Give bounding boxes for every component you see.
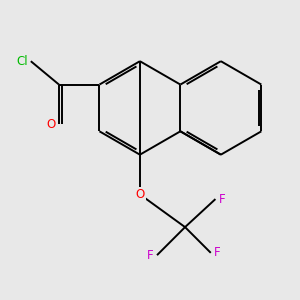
Text: F: F [219,193,225,206]
Text: Cl: Cl [17,55,28,68]
Text: F: F [214,246,221,259]
Text: O: O [135,188,145,201]
Text: F: F [147,249,154,262]
Text: O: O [46,118,55,131]
